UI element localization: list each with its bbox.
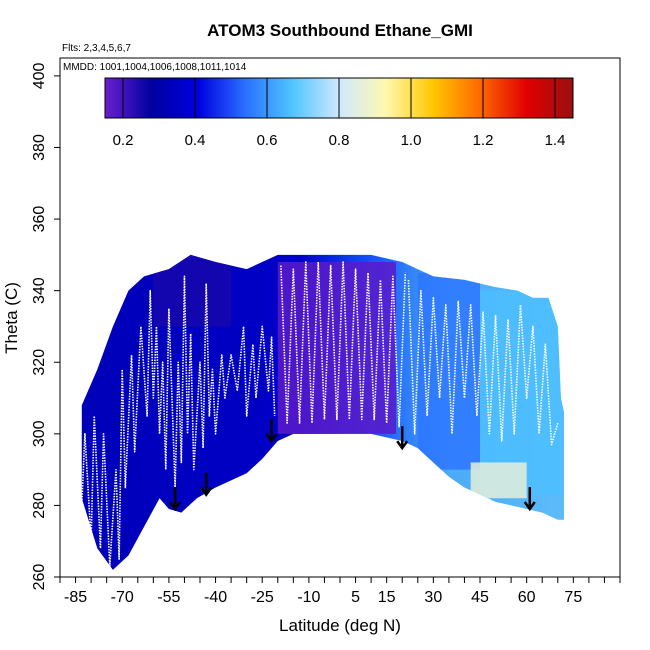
x-tick-label: -70 [111, 589, 134, 606]
flight-track-segment [407, 279, 559, 446]
colorbar-tick-label: 1.4 [545, 132, 566, 149]
x-tick-label: 5 [351, 589, 360, 606]
chart-title: ATOM3 Southbound Ethane_GMI [207, 21, 473, 40]
flight-track-segment [80, 275, 276, 568]
arrow-head [169, 501, 182, 512]
arrow-markers [169, 418, 536, 512]
colorbar-tick-label: 1.2 [473, 132, 494, 149]
x-tick-label: -25 [251, 589, 274, 606]
dates-note: MMDD: 1001,1004,1006,1008,1011,1014 [63, 62, 247, 73]
x-axis: -85 -70 -55 -40 -25 -10 5 15 30 45 60 75 [59, 577, 621, 606]
down-arrow-icon [396, 426, 409, 451]
x-tick-label: 45 [471, 589, 489, 606]
colorbar-tick-label: 0.6 [257, 132, 278, 149]
colorbar-tick-label: 1.0 [401, 132, 422, 149]
y-tick-label: 280 [31, 492, 48, 519]
colorbar-ticks: 0.2 0.4 0.6 0.8 1.0 1.2 1.4 [113, 78, 566, 149]
x-tick-label: 60 [518, 589, 536, 606]
down-arrow-icon [523, 486, 536, 512]
y-tick-label: 400 [31, 62, 48, 89]
y-tick-label: 260 [31, 564, 48, 591]
x-tick-label: 30 [424, 589, 442, 606]
field-patch [417, 272, 480, 470]
y-tick-label: 340 [31, 277, 48, 304]
colorbar-tick-label: 0.2 [113, 132, 134, 149]
y-tick-label: 360 [31, 206, 48, 233]
x-tick-label: -85 [64, 589, 87, 606]
x-axis-label: Latitude (deg N) [279, 616, 401, 635]
colorbar-tick-label: 0.8 [329, 132, 350, 149]
flights-note: Flts: 2,3,4,5,6,7 [62, 43, 131, 54]
down-arrow-icon [265, 418, 278, 444]
down-arrow-icon [169, 486, 182, 512]
arrow-head [396, 440, 409, 451]
colorbar: 0.2 0.4 0.6 0.8 1.0 1.2 1.4 [104, 77, 574, 149]
arrow-head [200, 486, 213, 497]
x-tick-label: -55 [157, 589, 180, 606]
field-patch [470, 462, 527, 499]
colorbar-tick-label: 0.4 [185, 132, 206, 149]
y-tick-label: 300 [31, 420, 48, 447]
arrow-head [265, 433, 278, 444]
x-tick-label: 15 [378, 589, 396, 606]
y-axis-label: Theta (C) [2, 282, 21, 354]
x-tick-label: 75 [564, 589, 582, 606]
heatmap-field [81, 254, 565, 570]
x-tick-label: -10 [297, 589, 320, 606]
down-arrow-icon [200, 472, 213, 497]
flight-track [80, 261, 559, 568]
field-patch [153, 254, 232, 327]
arrow-head [523, 501, 536, 512]
x-tick-label: -40 [204, 589, 227, 606]
y-axis: 260 280 300 320 340 360 380 400 [31, 62, 60, 590]
y-tick-label: 320 [31, 349, 48, 376]
flight-track-segment [280, 261, 407, 428]
y-tick-label: 380 [31, 134, 48, 161]
